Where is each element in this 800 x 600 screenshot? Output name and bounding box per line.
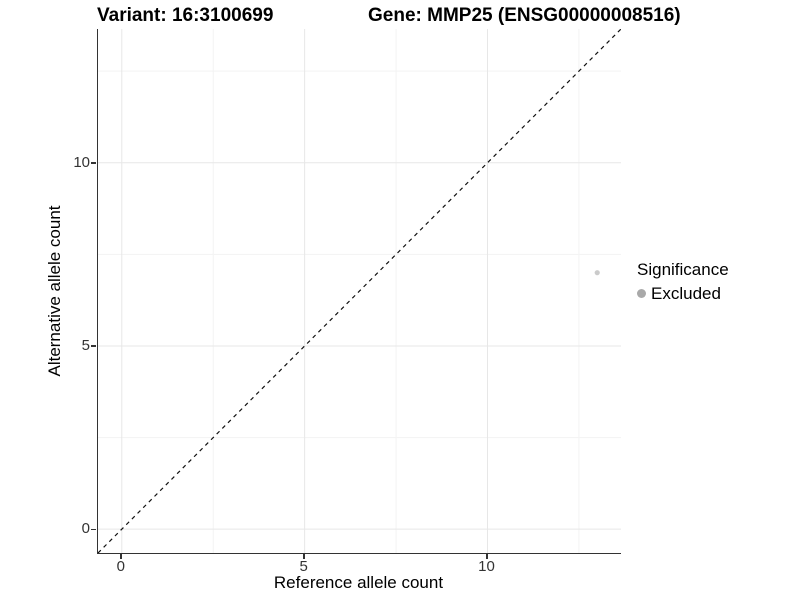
plot-panel <box>97 29 621 554</box>
y-tick-label: 10 <box>73 153 90 171</box>
plot-area <box>98 29 621 553</box>
x-tick-mark <box>303 554 305 559</box>
plot-title-variant: Variant: 16:3100699 <box>97 5 274 26</box>
identity-reference-line <box>98 29 621 553</box>
x-tick-label: 0 <box>116 558 125 575</box>
x-tick-label: 5 <box>299 558 308 575</box>
x-tick-mark <box>120 554 122 559</box>
y-tick-label: 0 <box>81 520 90 538</box>
y-tick-mark <box>91 162 96 164</box>
x-axis-title: Reference allele count <box>273 573 444 592</box>
legend-items: Excluded <box>637 283 729 304</box>
legend-key-dot-icon <box>637 289 646 298</box>
y-tick-mark <box>91 528 96 531</box>
x-tick-mark <box>486 554 488 559</box>
data-point <box>594 270 600 276</box>
legend: Significance Excluded <box>637 259 729 304</box>
legend-title: Significance <box>637 260 729 279</box>
plot-title-gene: Gene: MMP25 (ENSG00000008516) <box>368 5 681 26</box>
y-tick-mark <box>91 345 96 347</box>
x-tick-label: 10 <box>478 558 495 575</box>
legend-item-label: Excluded <box>651 284 721 303</box>
y-tick-label: 5 <box>81 336 90 354</box>
legend-item: Excluded <box>637 283 729 304</box>
